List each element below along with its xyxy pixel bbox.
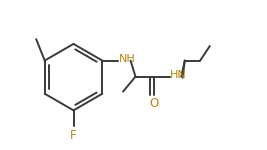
Text: O: O — [149, 97, 158, 110]
Text: NH: NH — [119, 54, 136, 64]
Text: HN: HN — [170, 70, 187, 80]
Text: F: F — [70, 129, 77, 142]
